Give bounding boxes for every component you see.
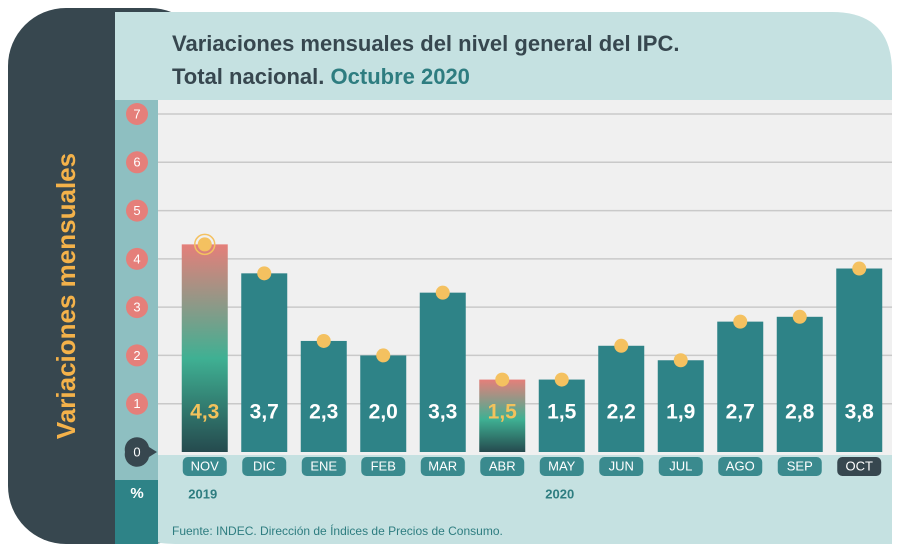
value-dot: [257, 266, 272, 281]
y-tick-label: 7: [133, 106, 140, 121]
value-label: 2,3: [309, 401, 338, 424]
y-tick-label: 6: [133, 155, 140, 170]
category-box: [658, 457, 703, 476]
value-dot: [435, 285, 450, 300]
y-tick-label: 3: [133, 300, 140, 315]
x-tick-label: OCT: [846, 458, 874, 473]
value-label: 3,3: [428, 401, 457, 424]
bar: [538, 379, 585, 452]
tick-dot: [126, 392, 148, 415]
x-tick-label: ABR: [489, 458, 516, 473]
category-box: [539, 457, 584, 476]
x-tick-label: JUN: [609, 458, 634, 473]
bar: [181, 244, 228, 452]
category-box: [420, 457, 465, 476]
tick-dot: [126, 344, 148, 367]
value-label: 1,9: [666, 401, 695, 424]
value-dot: [852, 261, 867, 276]
y-axis-label: Variaciones mensuales: [51, 153, 81, 439]
year-label: 2019: [188, 486, 217, 501]
source: Fuente: INDEC. Dirección de Índices de P…: [172, 523, 503, 538]
x-tick-label: AGO: [726, 458, 755, 473]
y-unit: %: [130, 485, 143, 502]
x-tick-label: JUL: [669, 458, 692, 473]
value-dot: [197, 237, 212, 252]
dot-ring: [194, 233, 216, 256]
value-label: 2,0: [369, 401, 398, 424]
tick-dot: [126, 103, 148, 125]
tick-dot: [126, 151, 148, 174]
subtitle: Total nacional.: [172, 64, 324, 89]
value-dot: [733, 314, 748, 329]
year-label: 2020: [545, 486, 574, 501]
value-label: 3,8: [845, 401, 875, 424]
x-tick-label: FEB: [371, 458, 396, 473]
category-box: [480, 457, 525, 476]
y-tick-label: 4: [133, 251, 140, 266]
value-dot: [495, 372, 510, 387]
value-label: 2,2: [607, 401, 636, 424]
bar: [300, 340, 347, 452]
x-tick-label: MAY: [548, 458, 576, 473]
bar: [360, 355, 407, 452]
value-label: 1,5: [547, 401, 577, 424]
y-tick-label: 0: [133, 444, 140, 459]
unit-strip: [115, 480, 158, 544]
value-dot: [673, 353, 688, 368]
value-label: 2,7: [726, 401, 755, 424]
bar: [717, 321, 764, 452]
value-label: 1,5: [488, 401, 518, 424]
category-box: [599, 457, 644, 476]
tick-dot: [126, 296, 148, 319]
chart-title: Variaciones mensuales del nivel general …: [172, 31, 679, 56]
x-tick-label: SEP: [787, 458, 813, 473]
subtitle-highlight: Octubre 2020: [331, 64, 470, 89]
chart-subtitle: Total nacional. Octubre 2020: [172, 64, 470, 89]
category-box: [301, 457, 346, 476]
bar: [479, 379, 526, 452]
x-tick-label: MAR: [428, 458, 457, 473]
category-box: [837, 457, 882, 476]
bar: [598, 345, 645, 452]
bar: [657, 360, 704, 452]
value-label: 4,3: [190, 401, 219, 424]
value-dot: [376, 348, 391, 363]
y-tick-label: 5: [133, 203, 140, 218]
y-tick-label: 1: [133, 396, 140, 411]
tick-dot: [126, 199, 148, 222]
category-box: [718, 457, 763, 476]
value-dot: [316, 333, 331, 348]
bar: [419, 292, 466, 452]
category-box: [361, 457, 406, 476]
x-tick-label: DIC: [253, 458, 275, 473]
value-label: 2,8: [785, 401, 815, 424]
value-dot: [554, 372, 569, 387]
value-label: 3,7: [250, 401, 279, 424]
bar: [776, 316, 823, 452]
zero-marker: [124, 437, 157, 467]
category-box: [182, 457, 227, 476]
tick-dot: [126, 247, 148, 270]
category-box: [777, 457, 822, 476]
x-tick-label: ENE: [310, 458, 337, 473]
category-box: [242, 457, 287, 476]
value-dot: [792, 309, 807, 324]
y-tick-label: 2: [133, 348, 140, 363]
bar: [836, 268, 883, 452]
value-dot: [614, 338, 629, 353]
x-tick-label: NOV: [191, 458, 220, 473]
bar: [241, 273, 288, 452]
